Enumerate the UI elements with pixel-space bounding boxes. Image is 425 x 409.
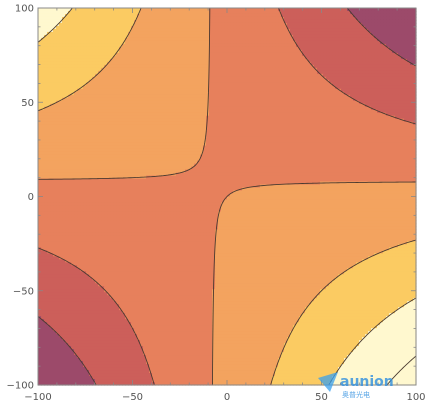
contour-line-1: [37, 7, 417, 386]
plot-area: [37, 7, 417, 386]
watermark-sub: 奥普光电: [342, 390, 370, 399]
watermark-brand: aunion: [340, 374, 394, 390]
y-tick-label: 100: [15, 4, 34, 15]
axes: −100 −50 0 50 100 −100 −50 0 50 100: [7, 4, 425, 404]
contour-line-3: [37, 7, 417, 386]
y-tick-label: 50: [21, 98, 34, 109]
x-tick-label: −50: [122, 392, 143, 403]
contour-bands: [38, 8, 417, 386]
y-tick-label: −100: [7, 381, 34, 392]
x-tick-label: −100: [24, 392, 51, 403]
contour-line-4: [37, 7, 417, 386]
x-tick-label: 100: [406, 392, 425, 403]
logo-mark-icon: [318, 372, 338, 392]
y-tick-label: 0: [28, 192, 34, 203]
x-tick-label: 50: [315, 392, 328, 403]
x-tick-label: 0: [224, 392, 230, 403]
contour-line-2: [37, 7, 417, 386]
y-tick-label: −50: [13, 286, 34, 297]
